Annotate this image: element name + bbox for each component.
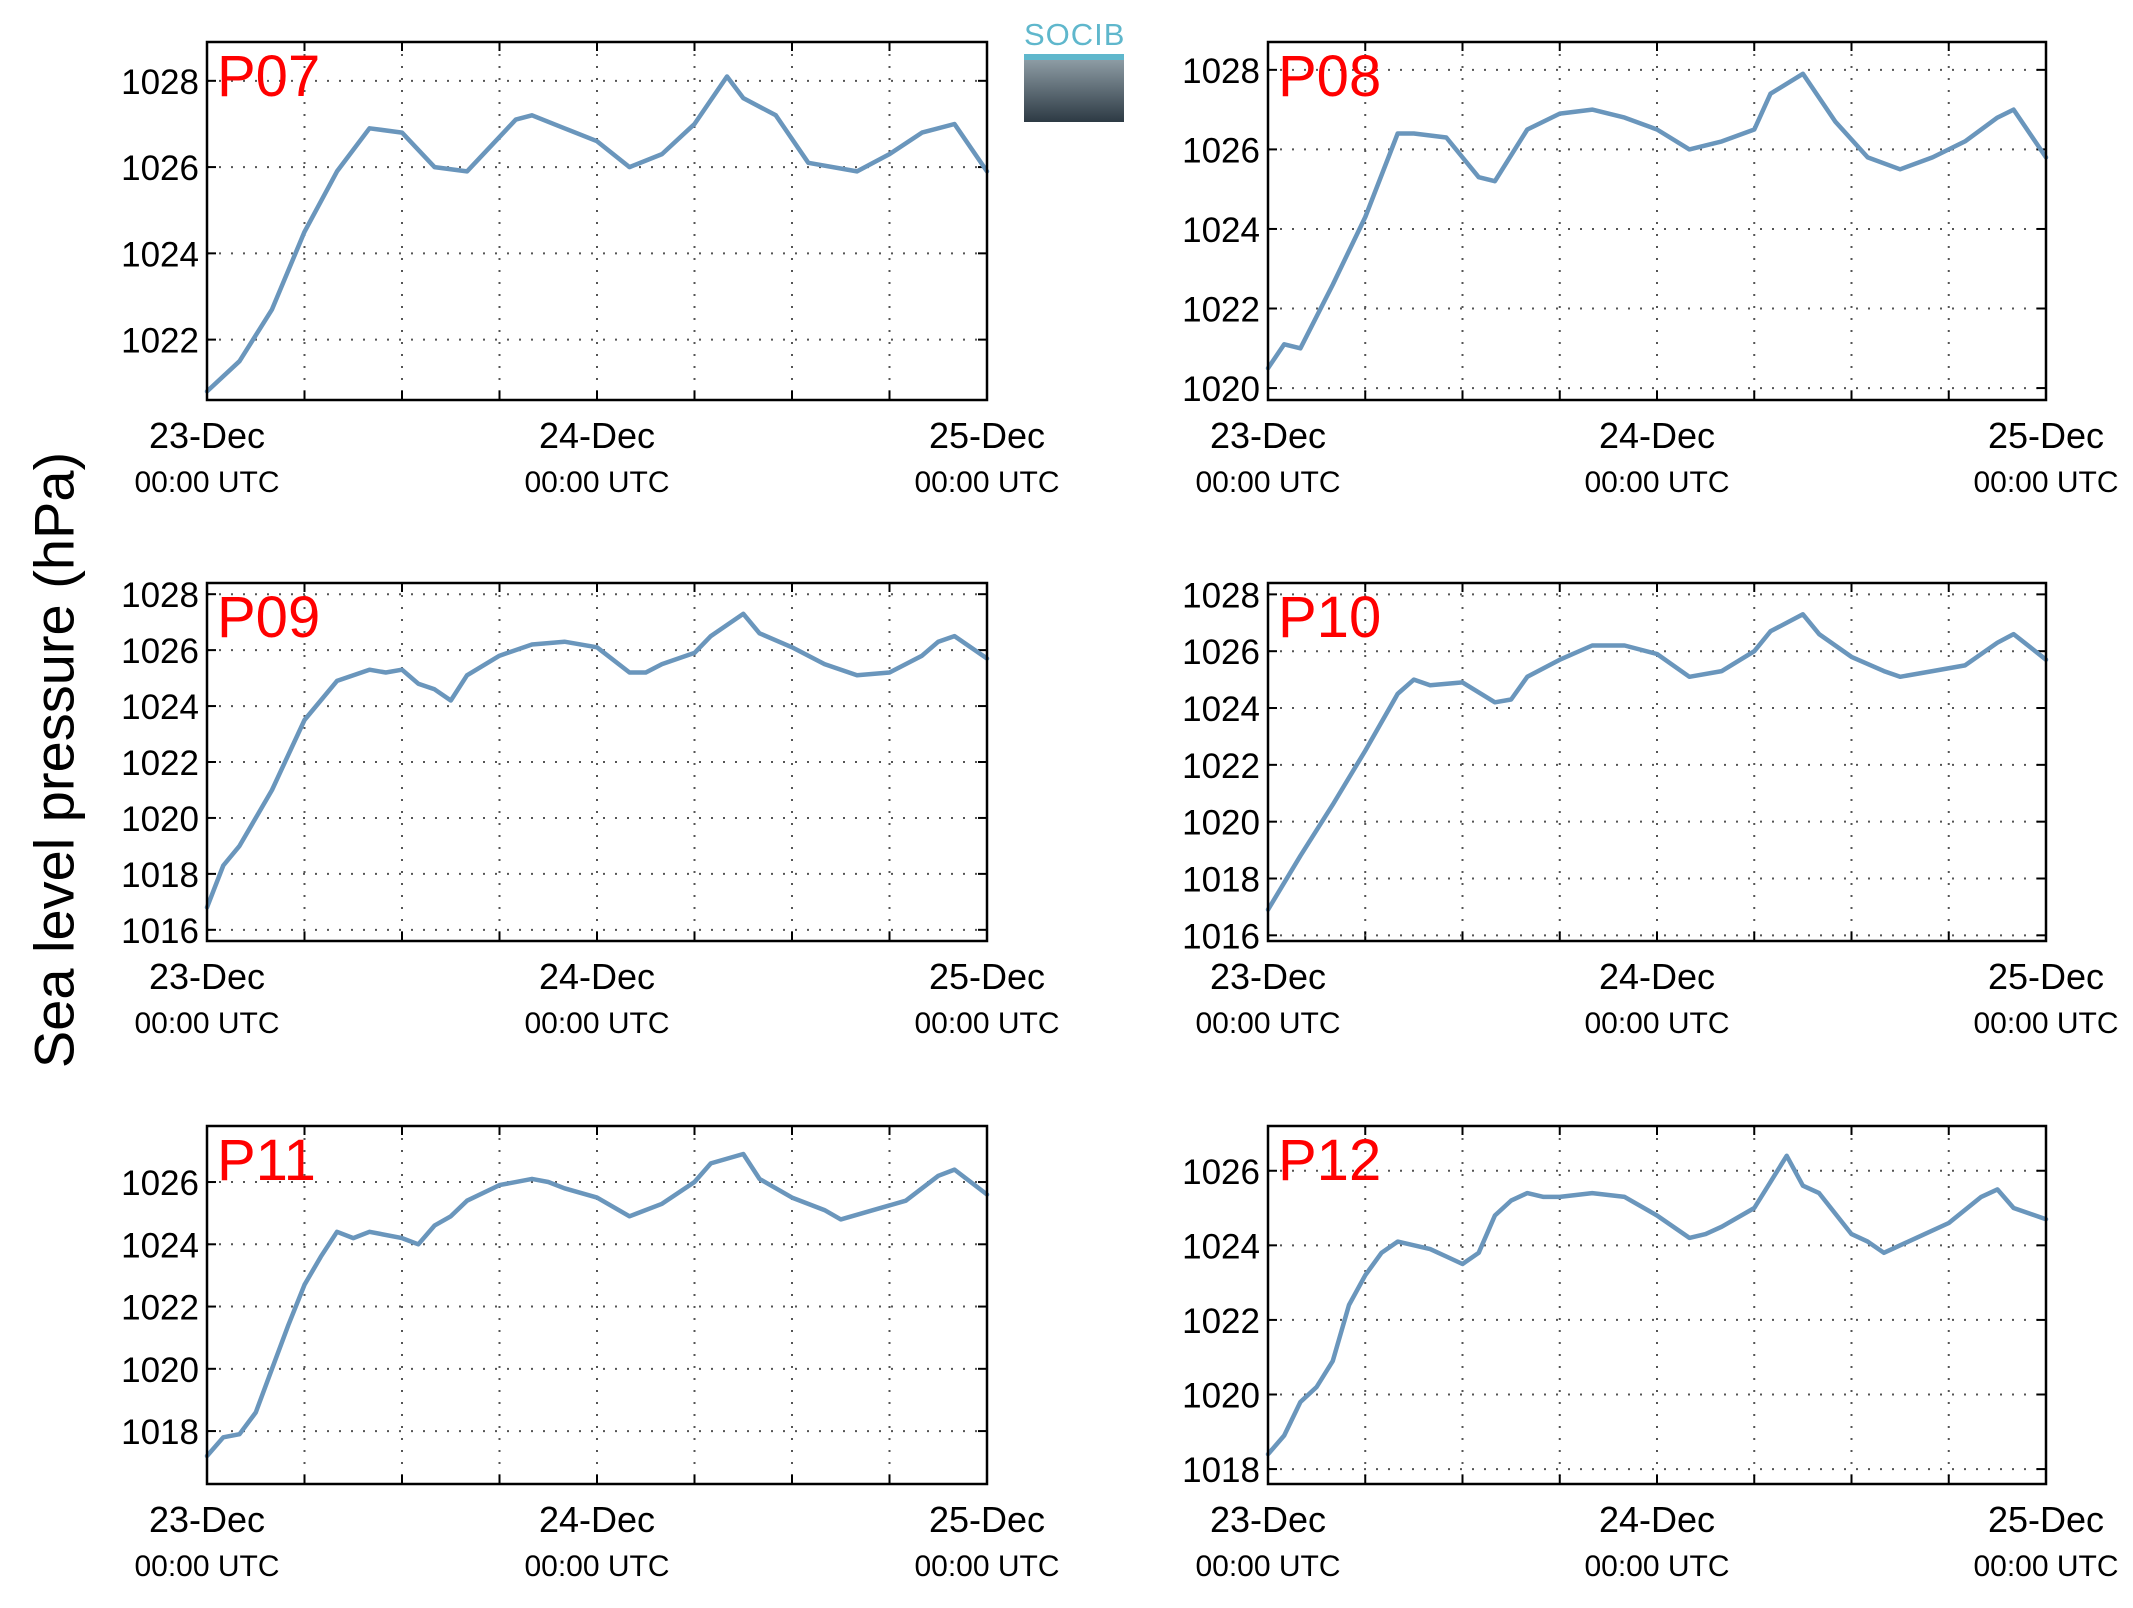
- y-tick-label: 1022: [1182, 747, 1260, 786]
- station-label-p11: P11: [217, 1128, 316, 1193]
- y-tick-label: 1020: [1182, 804, 1260, 843]
- y-tick-label: 1028: [121, 576, 199, 615]
- x-tick-date-label: 24-Dec: [1599, 1499, 1715, 1540]
- y-tick-label: 1016: [1182, 917, 1260, 956]
- axes-frame: [205, 581, 989, 943]
- station-label-p10: P10: [1278, 585, 1381, 650]
- x-tick-time-label: 00:00 UTC: [524, 466, 669, 499]
- x-tick-date-label: 24-Dec: [1599, 956, 1715, 997]
- y-tick-label: 1018: [1182, 860, 1260, 899]
- y-tick-label: 1024: [1182, 690, 1260, 729]
- x-tick-date-label: 23-Dec: [149, 1499, 265, 1540]
- x-tick-time-label: 00:00 UTC: [1973, 1007, 2118, 1040]
- series-line-p12: [1265, 1153, 2049, 1457]
- x-tick-time-label: 00:00 UTC: [524, 1550, 669, 1583]
- x-tick-date-label: 24-Dec: [539, 1499, 655, 1540]
- x-tick-date-label: 24-Dec: [1599, 415, 1715, 456]
- axes-frame: [205, 40, 989, 402]
- chart-panel-p08: 1020 1022 1024 1026 1028 23-Dec 00:00 UTC 24-De…: [1182, 40, 2119, 499]
- y-tick-label: 1028: [121, 63, 199, 102]
- logo-box: [1024, 54, 1124, 122]
- x-tick-time-label: 00:00 UTC: [914, 1007, 1059, 1040]
- x-tick-date-label: 25-Dec: [929, 1499, 1045, 1540]
- y-tick-label: 1024: [121, 1226, 199, 1265]
- x-tick-time-label: 00:00 UTC: [1195, 1007, 1340, 1040]
- y-tick-label: 1024: [121, 688, 199, 727]
- station-label-p07: P07: [217, 44, 320, 109]
- socib-logo: SOCIB: [1024, 18, 1124, 122]
- y-tick-label: 1022: [1182, 291, 1260, 330]
- station-label-p09: P09: [217, 585, 320, 650]
- x-tick-time-label: 00:00 UTC: [1195, 466, 1340, 499]
- y-tick-label: 1020: [121, 1351, 199, 1390]
- y-tick-label: 1018: [121, 856, 199, 895]
- axes-frame: [1266, 581, 2048, 943]
- y-tick-label: 1026: [121, 149, 199, 188]
- y-tick-label: 1018: [121, 1413, 199, 1452]
- y-tick-label: 1022: [121, 744, 199, 783]
- x-tick-date-label: 25-Dec: [1988, 415, 2104, 456]
- y-tick-label: 1020: [1182, 370, 1260, 409]
- y-tick-label: 1028: [1182, 576, 1260, 615]
- y-tick-label: 1022: [1182, 1302, 1260, 1341]
- y-tick-label: 1028: [1182, 52, 1260, 91]
- x-tick-date-label: 23-Dec: [149, 956, 265, 997]
- axes-frame: [205, 1124, 989, 1486]
- x-tick-date-label: 23-Dec: [1210, 1499, 1326, 1540]
- y-tick-label: 1026: [1182, 131, 1260, 170]
- y-tick-label: 1026: [1182, 633, 1260, 672]
- x-tick-date-label: 24-Dec: [539, 956, 655, 997]
- chart-panel-p10: 1016 1018 1020 1022 1024 1026 1028 23-Dec 00:00 …: [1182, 576, 2118, 1040]
- x-tick-time-label: 00:00 UTC: [1973, 1550, 2118, 1583]
- logo-text: SOCIB: [1024, 17, 1126, 52]
- x-tick-time-label: 00:00 UTC: [134, 1550, 279, 1583]
- y-tick-label: 1022: [121, 322, 199, 361]
- y-tick-label: 1016: [121, 912, 199, 951]
- x-tick-time-label: 00:00 UTC: [914, 1550, 1059, 1583]
- y-tick-label: 1018: [1182, 1451, 1260, 1490]
- series-line-p09: [204, 611, 990, 910]
- y-tick-label: 1024: [121, 235, 199, 274]
- x-tick-date-label: 23-Dec: [149, 415, 265, 456]
- axes-frame: [1266, 1124, 2048, 1486]
- x-tick-time-label: 00:00 UTC: [1973, 466, 2118, 499]
- axes-frame: [1266, 40, 2048, 402]
- x-tick-date-label: 25-Dec: [929, 415, 1045, 456]
- y-tick-label: 1022: [121, 1289, 199, 1328]
- x-tick-time-label: 00:00 UTC: [134, 1007, 279, 1040]
- x-tick-time-label: 00:00 UTC: [1195, 1550, 1340, 1583]
- chart-panel-p09: 1016 1018 1020 1022 1024 1026 1028 23-Dec 00:00 …: [121, 576, 1059, 1040]
- series-line-p10: [1265, 612, 2049, 912]
- logo-bar: [1024, 54, 1124, 60]
- chart-panel-p12: 1018 1020 1022 1024 1026 23-Dec 00:00 UTC 24-De…: [1182, 1124, 2119, 1583]
- x-tick-time-label: 00:00 UTC: [134, 466, 279, 499]
- x-tick-time-label: 00:00 UTC: [1584, 1550, 1729, 1583]
- y-tick-label: 1026: [121, 1164, 199, 1203]
- x-tick-time-label: 00:00 UTC: [1584, 466, 1729, 499]
- x-tick-date-label: 25-Dec: [1988, 1499, 2104, 1540]
- x-tick-date-label: 23-Dec: [1210, 415, 1326, 456]
- y-tick-label: 1024: [1182, 1227, 1260, 1266]
- y-axis-title: Sea level pressure (hPa): [22, 451, 86, 1069]
- chart-panel-p11: 1018 1020 1022 1024 1026 23-Dec 00:00 UTC 24-De…: [121, 1124, 1060, 1583]
- y-tick-label: 1026: [1182, 1153, 1260, 1192]
- y-tick-label: 1024: [1182, 211, 1260, 250]
- x-tick-date-label: 24-Dec: [539, 415, 655, 456]
- x-tick-date-label: 25-Dec: [929, 956, 1045, 997]
- x-tick-time-label: 00:00 UTC: [1584, 1007, 1729, 1040]
- y-tick-label: 1020: [121, 800, 199, 839]
- chart-panel-p07: 1022 1024 1026 1028 23-Dec 00:00 UTC 24-Dec 00:…: [121, 40, 1060, 499]
- series-line-p11: [204, 1151, 990, 1459]
- x-tick-date-label: 23-Dec: [1210, 956, 1326, 997]
- station-label-p08: P08: [1278, 44, 1381, 109]
- series-line-p08: [1265, 71, 2049, 371]
- series-line-p07: [204, 74, 990, 394]
- x-tick-date-label: 25-Dec: [1988, 956, 2104, 997]
- x-tick-time-label: 00:00 UTC: [914, 466, 1059, 499]
- y-tick-label: 1026: [121, 632, 199, 671]
- x-tick-time-label: 00:00 UTC: [524, 1007, 669, 1040]
- y-tick-label: 1020: [1182, 1377, 1260, 1416]
- station-label-p12: P12: [1278, 1128, 1381, 1193]
